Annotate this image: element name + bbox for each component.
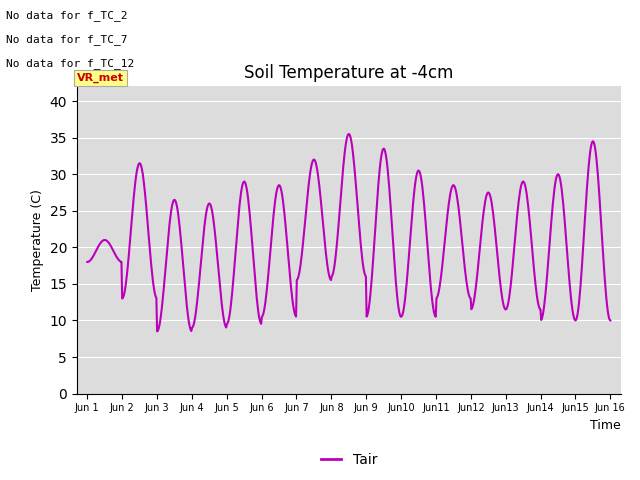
X-axis label: Time: Time — [590, 419, 621, 432]
Legend: Tair: Tair — [315, 447, 383, 473]
Text: VR_met: VR_met — [77, 73, 124, 84]
Text: No data for f_TC_2: No data for f_TC_2 — [6, 10, 128, 21]
Title: Soil Temperature at -4cm: Soil Temperature at -4cm — [244, 64, 454, 82]
Y-axis label: Temperature (C): Temperature (C) — [31, 189, 44, 291]
Text: No data for f_TC_7: No data for f_TC_7 — [6, 34, 128, 45]
Text: No data for f_TC_12: No data for f_TC_12 — [6, 58, 134, 69]
